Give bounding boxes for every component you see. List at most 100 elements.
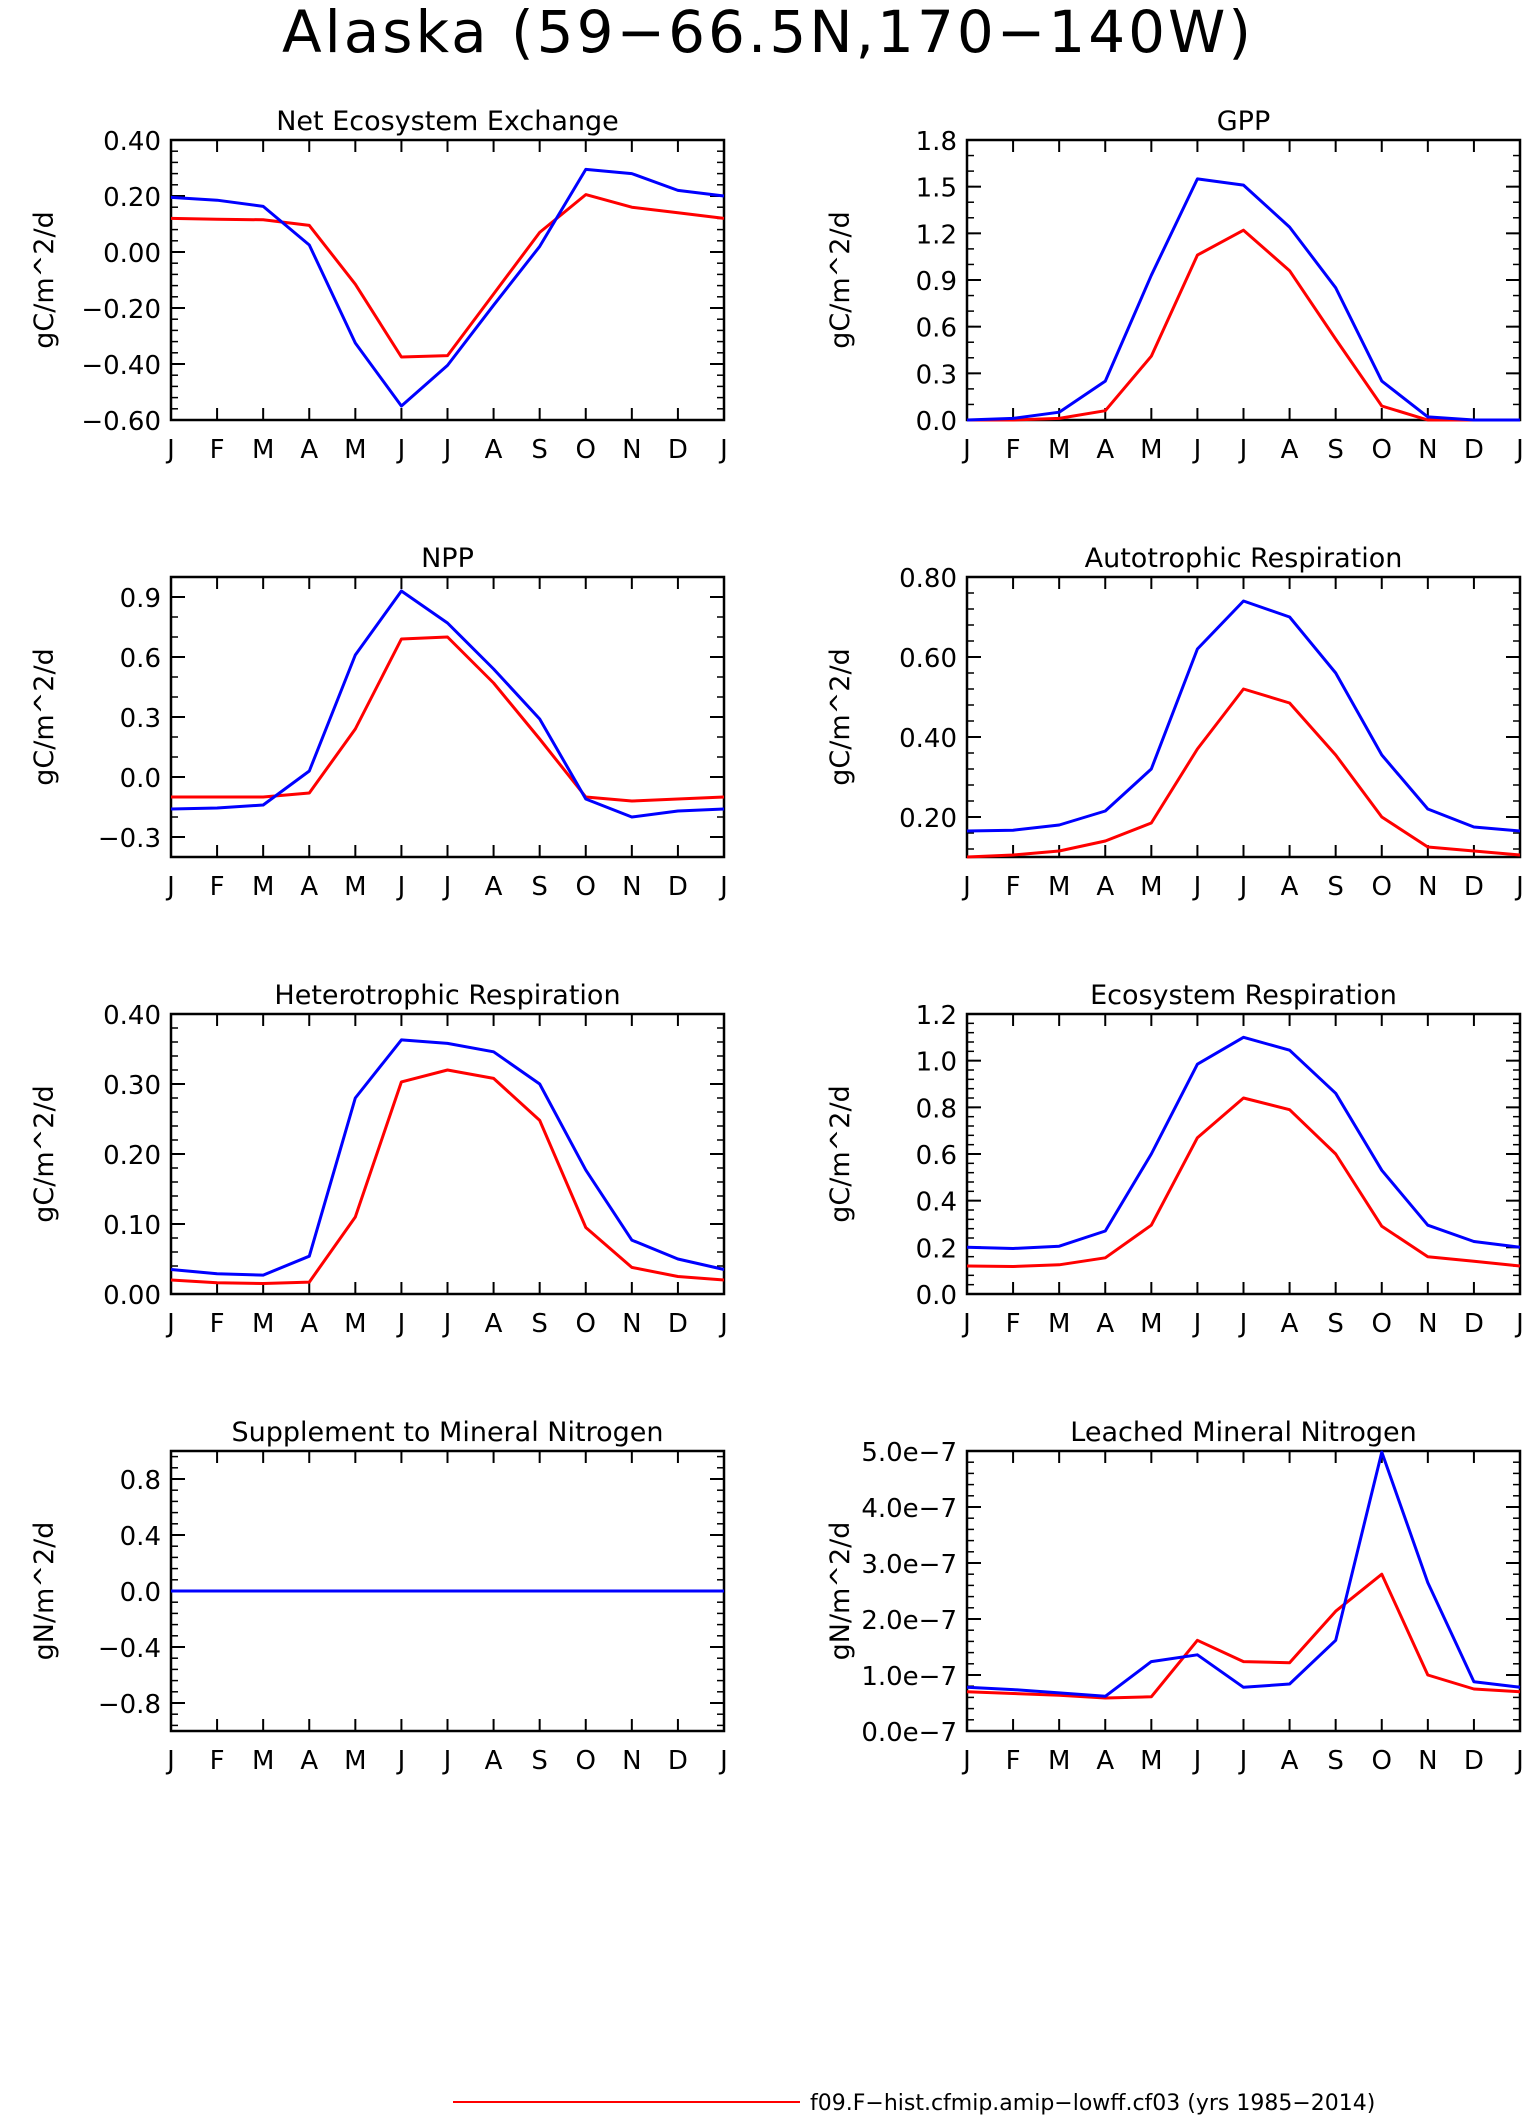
x-tick-label: D	[1464, 1309, 1484, 1339]
x-tick-label: F	[210, 1746, 225, 1776]
y-axis-label: gC/m^2/d	[825, 211, 856, 348]
x-tick-label: J	[961, 1746, 971, 1776]
x-tick-label: S	[1327, 1746, 1344, 1776]
x-tick-label: S	[1327, 1309, 1344, 1339]
y-tick-label: 0.6	[916, 314, 957, 344]
x-tick-label: M	[1140, 1746, 1162, 1776]
y-tick-label: 1.2	[916, 1001, 957, 1031]
x-tick-label: A	[300, 872, 318, 902]
y-axis-label: gC/m^2/d	[825, 1085, 856, 1222]
y-tick-label: 1.0e−7	[861, 1662, 957, 1692]
x-tick-label: A	[1281, 1309, 1299, 1339]
x-tick-label: J	[1238, 872, 1248, 902]
y-tick-label: 0.10	[103, 1211, 161, 1241]
x-tick-label: J	[718, 872, 728, 902]
x-tick-label: J	[165, 1309, 175, 1339]
y-tick-label: 0.0	[120, 764, 161, 794]
x-tick-label: J	[442, 435, 452, 465]
x-tick-label: D	[668, 1746, 688, 1776]
x-tick-label: N	[1418, 872, 1437, 902]
x-tick-label: O	[576, 435, 596, 465]
series-line-2	[966, 599, 1521, 833]
x-tick-label: D	[668, 1309, 688, 1339]
y-tick-label: −0.8	[98, 1690, 161, 1720]
plot-frame	[965, 1449, 1522, 1733]
panel-title: Ecosystem Respiration	[1090, 980, 1397, 1011]
figure-title: Alaska (59−66.5N,170−140W)	[282, 0, 1254, 66]
x-tick-label: M	[252, 435, 274, 465]
y-tick-label: 0.60	[899, 644, 957, 674]
x-tick-label: A	[300, 1746, 318, 1776]
x-tick-label: S	[1327, 435, 1344, 465]
x-tick-label: J	[442, 872, 452, 902]
x-tick-label: M	[344, 1746, 366, 1776]
x-tick-label: J	[1192, 872, 1202, 902]
x-tick-label: N	[1418, 1746, 1437, 1776]
panel-title: Supplement to Mineral Nitrogen	[232, 1417, 664, 1448]
y-tick-label: 5.0e−7	[861, 1438, 957, 1468]
y-tick-label: 0.3	[916, 360, 957, 390]
panel-title: Net Ecosystem Exchange	[276, 106, 619, 137]
y-axis-label: gN/m^2/d	[825, 1522, 856, 1661]
x-tick-label: M	[252, 872, 274, 902]
y-tick-label: 0.30	[103, 1071, 161, 1101]
x-tick-label: A	[1096, 435, 1114, 465]
series-line-2	[170, 167, 725, 408]
y-axis-label: gC/m^2/d	[29, 211, 60, 348]
x-tick-label: F	[210, 435, 225, 465]
x-tick-label: J	[961, 435, 971, 465]
y-axis-label: gC/m^2/d	[29, 648, 60, 785]
x-tick-label: F	[1006, 435, 1021, 465]
y-tick-label: 4.0e−7	[861, 1494, 957, 1524]
legend-label: f09.F−hist.cfmip.amip−lowff.cf03 (yrs 19…	[810, 2091, 1375, 2116]
x-tick-label: J	[165, 872, 175, 902]
x-tick-label: F	[210, 872, 225, 902]
x-tick-label: M	[344, 435, 366, 465]
x-tick-label: J	[1238, 1309, 1248, 1339]
x-tick-label: M	[1048, 1746, 1070, 1776]
x-tick-label: O	[576, 872, 596, 902]
y-tick-label: 0.40	[899, 724, 957, 754]
plot-frame	[169, 138, 726, 422]
x-tick-label: J	[718, 1309, 728, 1339]
y-tick-label: −0.40	[81, 351, 161, 381]
x-tick-label: A	[300, 435, 318, 465]
x-tick-label: M	[1140, 435, 1162, 465]
x-tick-label: D	[668, 435, 688, 465]
x-tick-label: O	[576, 1746, 596, 1776]
x-tick-label: M	[1048, 435, 1070, 465]
x-tick-label: F	[210, 1309, 225, 1339]
x-tick-label: A	[485, 1309, 503, 1339]
panel-title: Leached Mineral Nitrogen	[1070, 1417, 1416, 1448]
x-tick-label: M	[1140, 1309, 1162, 1339]
x-tick-label: M	[1048, 1309, 1070, 1339]
x-tick-label: S	[531, 872, 548, 902]
x-tick-label: M	[344, 1309, 366, 1339]
x-tick-label: S	[531, 435, 548, 465]
x-tick-label: M	[1140, 872, 1162, 902]
x-tick-label: A	[1096, 1309, 1114, 1339]
series-line-1	[967, 228, 1520, 422]
x-tick-label: N	[622, 1309, 641, 1339]
x-tick-label: N	[622, 1746, 641, 1776]
x-tick-label: F	[1006, 872, 1021, 902]
x-tick-label: J	[961, 872, 971, 902]
plot-frame	[965, 575, 1522, 859]
legend: f09.F−hist.cfmip.amip−lowff.cf03 (yrs 19…	[453, 2091, 1375, 2116]
y-tick-label: 0.0	[120, 1578, 161, 1608]
x-tick-label: J	[396, 872, 406, 902]
plot-frame	[965, 138, 1522, 422]
x-tick-label: J	[1238, 1746, 1248, 1776]
x-tick-label: D	[668, 872, 688, 902]
x-tick-label: J	[165, 435, 175, 465]
series-line-2	[966, 1035, 1521, 1250]
y-axis-label: gC/m^2/d	[29, 1085, 60, 1222]
x-tick-label: J	[961, 1309, 971, 1339]
series-line-1	[170, 1068, 725, 1285]
x-tick-label: M	[1048, 872, 1070, 902]
x-tick-label: F	[1006, 1746, 1021, 1776]
